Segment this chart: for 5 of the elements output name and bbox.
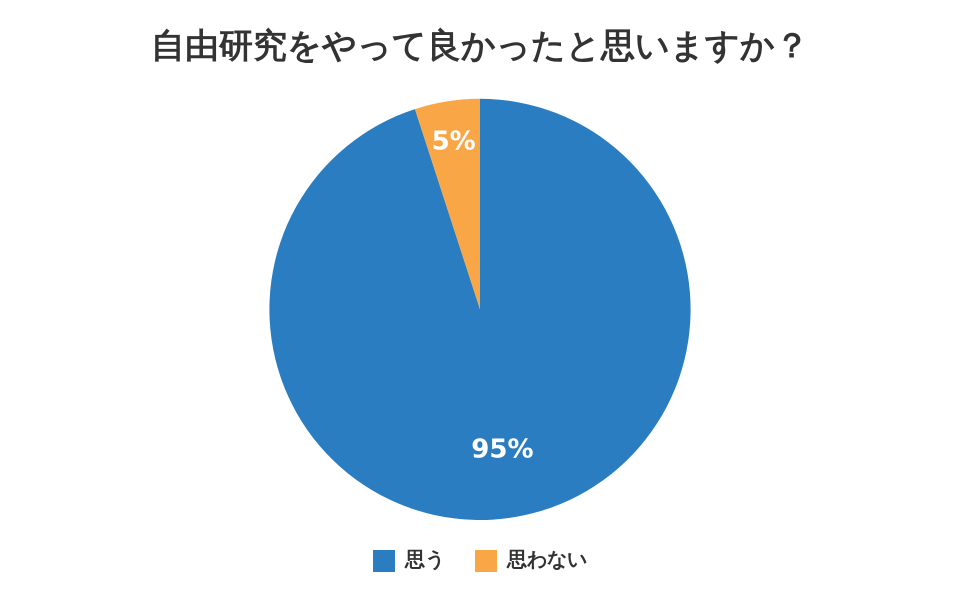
legend-label: 思わない [506, 547, 587, 572]
chart-title: 自由研究をやって良かったと思いますか？ [151, 26, 809, 66]
data-label: 5% [432, 126, 476, 157]
legend-label: 思う [404, 547, 445, 572]
data-label: 95% [471, 434, 534, 465]
